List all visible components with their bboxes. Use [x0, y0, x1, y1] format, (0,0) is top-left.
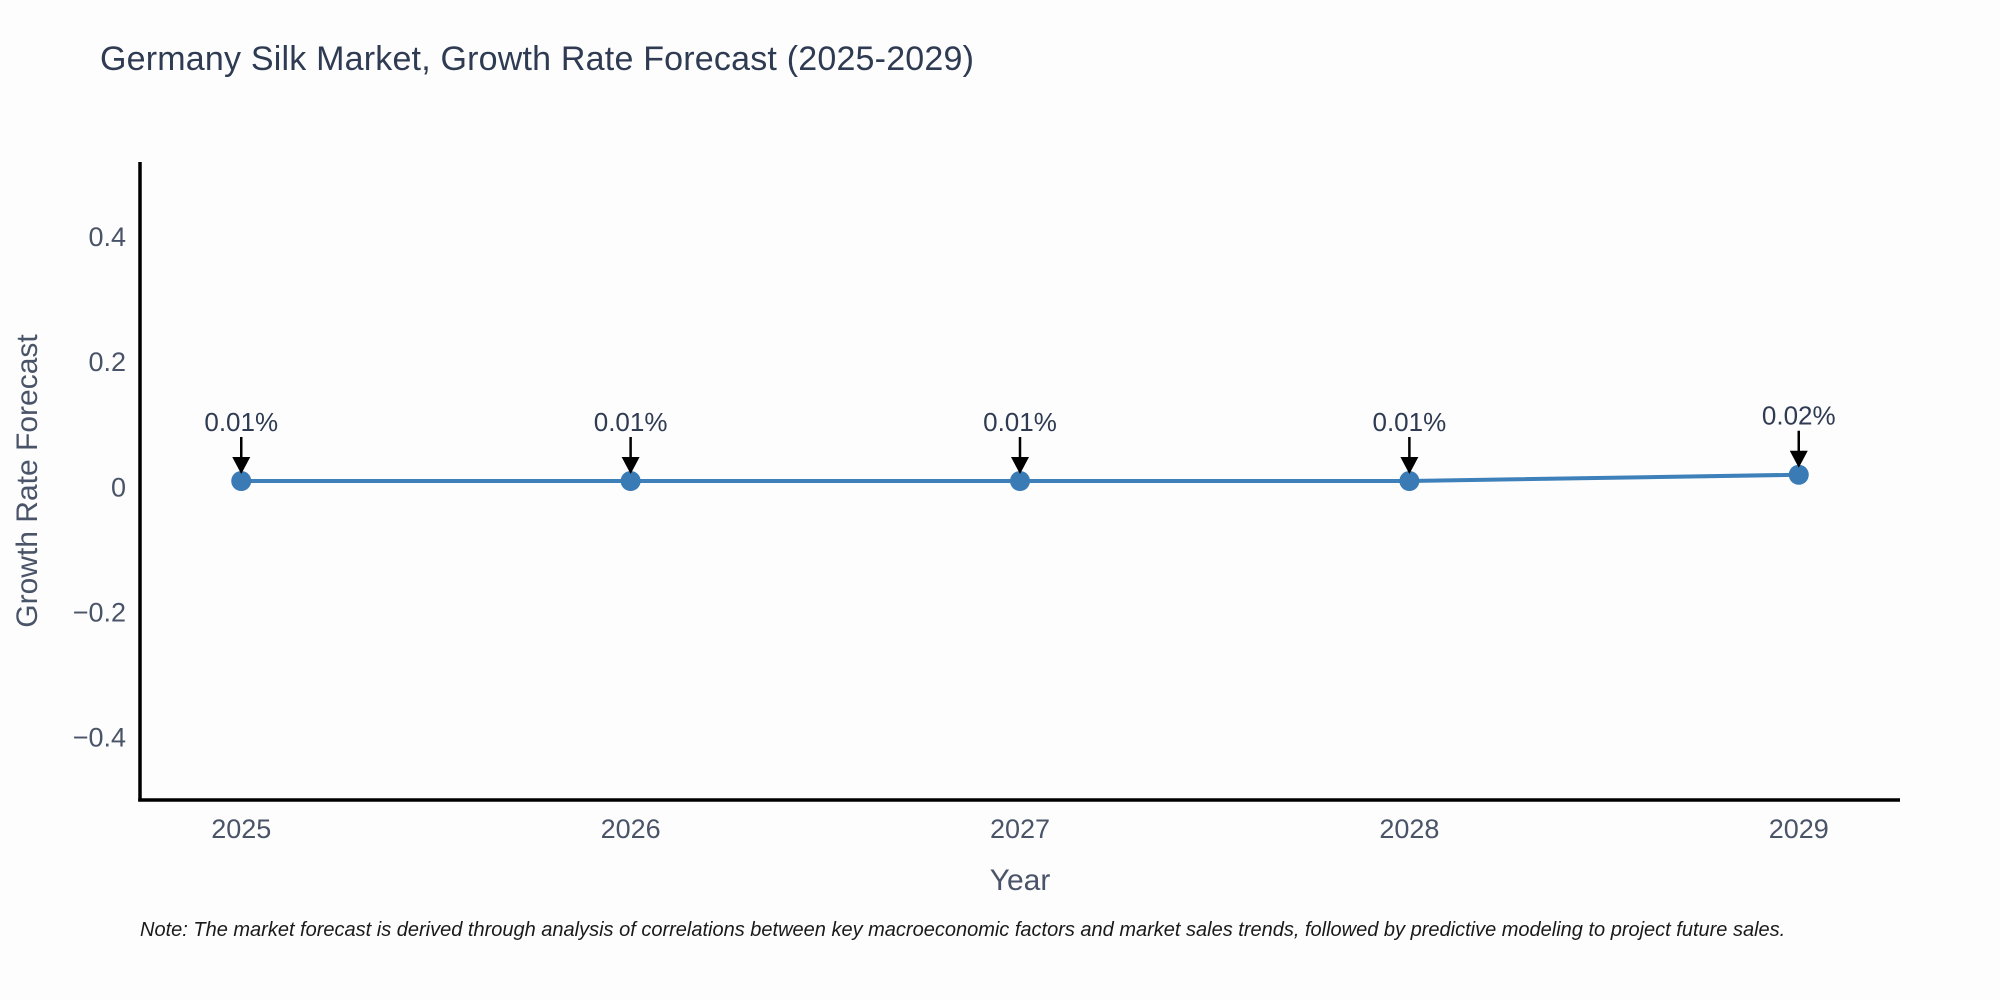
y-tick-label: 0.4	[88, 222, 126, 252]
chart-title: Germany Silk Market, Growth Rate Forecas…	[100, 40, 975, 78]
x-axis-title: Year	[989, 864, 1051, 897]
data-point-marker	[620, 471, 641, 491]
y-tick-label: −0.2	[73, 597, 126, 627]
x-tick-label: 2028	[1379, 814, 1439, 844]
y-tick-label: −0.4	[73, 722, 126, 752]
footnote: Note: The market forecast is derived thr…	[140, 919, 1786, 941]
x-tick-label: 2029	[1769, 814, 1829, 844]
data-point-label: 0.01%	[594, 407, 668, 437]
x-tick-label: 2026	[601, 814, 661, 844]
x-tick-label: 2025	[211, 814, 271, 844]
annotation-arrowhead-icon	[1789, 450, 1808, 468]
data-point-label: 0.02%	[1762, 401, 1836, 431]
data-point-marker	[1399, 471, 1420, 491]
annotation-arrowhead-icon	[621, 457, 640, 474]
data-point-marker	[1010, 471, 1030, 491]
data-point-label: 0.01%	[1373, 407, 1447, 437]
data-point-label: 0.01%	[204, 407, 278, 437]
x-tick-label: 2027	[990, 814, 1050, 844]
y-axis-title: Growth Rate Forecast	[11, 334, 44, 628]
data-point-label: 0.01%	[983, 407, 1057, 437]
y-tick-label: 0.2	[88, 347, 126, 377]
y-tick-label: 0	[111, 472, 126, 502]
annotation-arrowhead-icon	[1400, 457, 1419, 474]
data-point-marker	[231, 471, 252, 491]
annotation-arrowhead-icon	[1011, 457, 1029, 474]
annotation-arrowhead-icon	[232, 457, 251, 474]
data-point-marker	[1788, 464, 1809, 485]
